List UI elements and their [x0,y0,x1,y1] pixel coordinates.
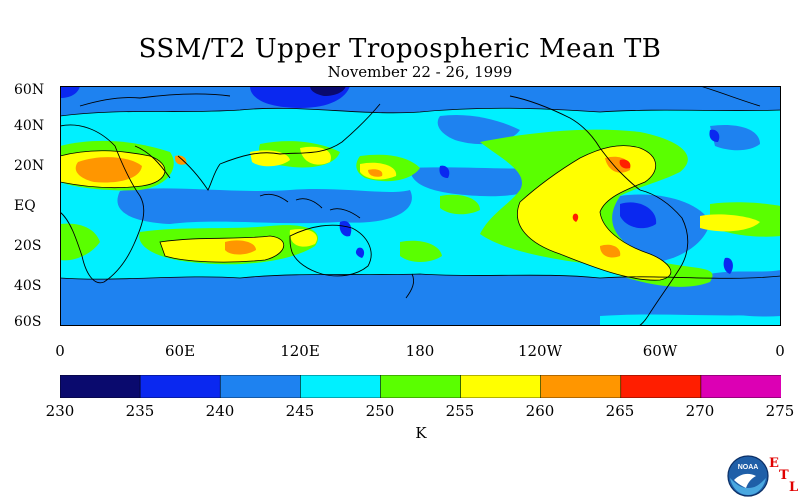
etl-letter-e: E [769,456,779,471]
colorbar-swatch-255 [460,375,542,398]
colorbar-label-265: 265 [605,402,635,420]
etl-letter-l: L [789,480,799,495]
colorbar-swatch-230 [60,375,141,398]
contour-230-235 [310,86,346,96]
lat-label-40s: 40S [14,278,42,294]
contour-265-270 [572,159,631,222]
lon-label-120e: 120E [280,342,320,360]
colorbar-label-260: 260 [525,402,555,420]
colorbar-swatch-235 [139,375,222,398]
colorbar-label-230: 230 [45,402,75,420]
colorbar-swatch-250 [380,375,462,398]
lat-label-eq: EQ [14,198,36,214]
colorbar-label-240: 240 [205,402,235,420]
colorbar-swatch-245 [300,375,382,398]
noaa-logo-icon: NOAA [727,455,769,497]
lon-label-0-right: 0 [775,342,785,360]
etl-letter-t: T [779,468,789,483]
lon-label-120w: 120W [517,342,563,360]
colorbar-label-270: 270 [685,402,715,420]
colorbar-label-245: 245 [285,402,315,420]
colorbar-label-275: 275 [765,402,795,420]
chart-title: SSM/T2 Upper Tropospheric Mean TB [138,34,662,64]
lat-label-20s: 20S [14,238,42,254]
colorbar [60,375,781,398]
colorbar-units: K [415,424,427,442]
logo-text: NOAA [738,464,759,471]
lat-label-60s: 60S [14,314,42,330]
lon-label-0: 0 [55,342,65,360]
chart-subtitle: November 22 - 26, 1999 [327,63,513,81]
colorbar-swatch-240 [219,375,302,398]
coastlines [60,86,761,326]
colorbar-label-235: 235 [125,402,155,420]
lon-label-60e: 60E [164,342,196,360]
colorbar-swatch-270 [700,375,781,398]
colorbar-label-250: 250 [365,402,395,420]
lon-label-180: 180 [405,342,435,360]
colorbar-swatch-265 [620,375,702,398]
lat-label-20n: 20N [14,158,45,174]
map-frame [60,86,781,326]
lon-label-60w: 60W [642,342,678,360]
colorbar-label-255: 255 [445,402,475,420]
colorbar-swatch-260 [540,375,622,398]
contour-lines [60,107,781,281]
lat-label-60n: 60N [14,82,45,98]
contour-260-265 [75,155,631,258]
lat-label-40n: 40N [14,118,45,134]
tb-map [60,86,781,326]
